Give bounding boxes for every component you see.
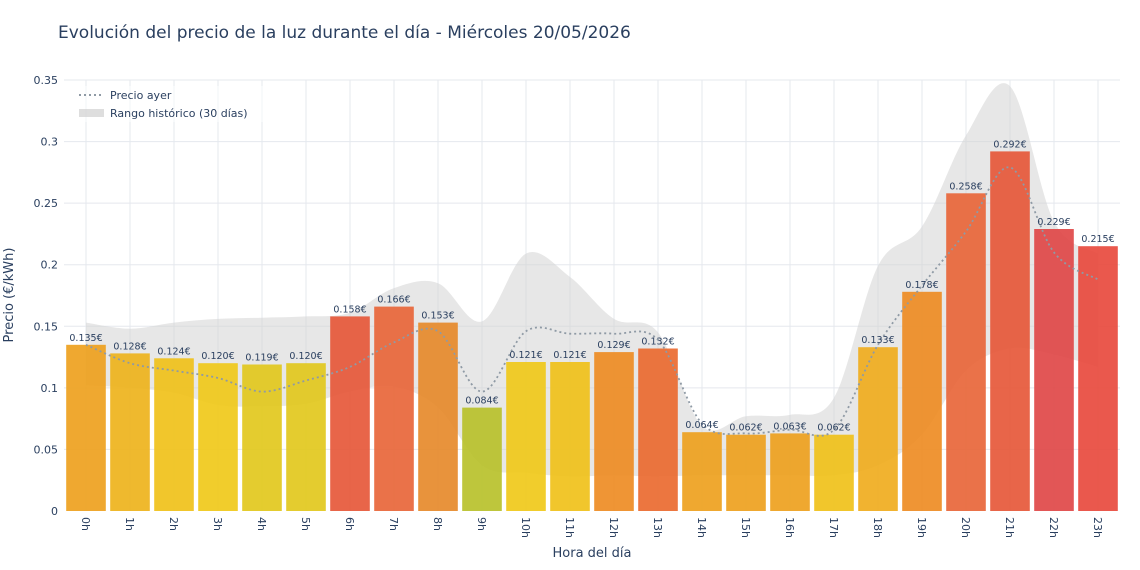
bar-label-9h: 0.084€ [465, 396, 498, 407]
x-tick-label-19h: 19h [915, 517, 928, 538]
bar-label-21h: 0.292€ [993, 139, 1026, 150]
x-tick-label-1h: 1h [123, 517, 136, 531]
axes: 0 0.05 0.1 0.15 0.2 0.25 0.3 0.35 0h 1h 2h 3h 4h 5h 6h… [34, 74, 1105, 538]
bar-label-5h: 0.120€ [289, 351, 322, 362]
x-tick-label-16h: 16h [783, 517, 796, 538]
x-tick-label-9h: 9h [475, 517, 488, 531]
y-axis-title: Precio (€/kWh) [2, 248, 17, 343]
bar-6h [330, 316, 370, 511]
x-tick-label-12h: 12h [607, 517, 620, 538]
y-tick-label: 0.2 [41, 259, 59, 272]
bar-16h [770, 433, 810, 511]
bar-15h [726, 434, 766, 511]
legend-background [76, 86, 264, 122]
x-tick-label-15h: 15h [739, 517, 752, 538]
bar-label-4h: 0.119€ [245, 353, 278, 364]
bar-label-19h: 0.178€ [905, 280, 938, 291]
legend-band-swatch [79, 109, 104, 117]
bar-label-0h: 0.135€ [69, 333, 102, 344]
x-tick-label-20h: 20h [959, 517, 972, 538]
x-tick-label-13h: 13h [651, 517, 664, 538]
x-tick-label-18h: 18h [871, 517, 884, 538]
legend-item-precio-ayer: Precio ayer [110, 89, 172, 102]
bar-18h [858, 347, 898, 511]
bar-label-8h: 0.153€ [421, 311, 454, 322]
x-tick-label-23h: 23h [1091, 517, 1104, 538]
bar-8h [418, 322, 458, 511]
bar-9h [462, 407, 502, 511]
x-tick-label-11h: 11h [563, 517, 576, 538]
bar-3h [198, 363, 238, 511]
bar-label-13h: 0.132€ [641, 337, 674, 348]
y-tick-label: 0.25 [34, 197, 59, 210]
x-tick-label-0h: 0h [79, 517, 92, 531]
bar-label-16h: 0.063€ [773, 421, 806, 432]
bar-7h [374, 306, 414, 511]
bar-label-1h: 0.128€ [113, 341, 146, 352]
legend-item-rango-historico: Rango histórico (30 días) [110, 107, 248, 120]
bar-label-10h: 0.121€ [509, 350, 542, 361]
x-tick-label-2h: 2h [167, 517, 180, 531]
bar-label-18h: 0.133€ [861, 335, 894, 346]
x-tick-label-7h: 7h [387, 517, 400, 531]
x-tick-label-6h: 6h [343, 517, 356, 531]
bar-label-11h: 0.121€ [553, 350, 586, 361]
bar-label-23h: 0.215€ [1081, 234, 1114, 245]
bar-label-14h: 0.064€ [685, 420, 718, 431]
x-tick-label-17h: 17h [827, 517, 840, 538]
x-tick-label-3h: 3h [211, 517, 224, 531]
bar-21h [990, 151, 1030, 511]
bar-labels: 0.135€ 0.128€ 0.124€ 0.120€ 0.119€ 0.120€ 0.15… [69, 139, 1114, 433]
x-tick-label-22h: 22h [1047, 517, 1060, 538]
bar-17h [814, 434, 854, 511]
bar-2h [154, 358, 194, 511]
bar-0h [66, 344, 106, 511]
y-tick-label: 0.35 [34, 74, 59, 87]
yesterday-line [85, 166, 1099, 437]
yesterday-price-line [85, 166, 1099, 437]
y-tick-label: 0.1 [41, 382, 59, 395]
bar-label-15h: 0.062€ [729, 423, 762, 434]
x-axis-title: Hora del día [553, 546, 632, 561]
bar-label-7h: 0.166€ [377, 295, 410, 306]
bar-label-3h: 0.120€ [201, 351, 234, 362]
x-tick-label-14h: 14h [695, 517, 708, 538]
bar-label-12h: 0.129€ [597, 340, 630, 351]
x-tick-label-4h: 4h [255, 517, 268, 531]
y-tick-label: 0.05 [34, 443, 59, 456]
bar-14h [682, 432, 722, 511]
x-tick-label-5h: 5h [299, 517, 312, 531]
bar-label-2h: 0.124€ [157, 346, 190, 357]
bar-13h [638, 348, 678, 511]
x-tick-label-10h: 10h [519, 517, 532, 538]
bars [66, 151, 1118, 512]
bar-22h [1034, 229, 1074, 511]
y-tick-label: 0 [51, 505, 58, 518]
bar-4h [242, 364, 282, 511]
bar-19h [902, 291, 942, 511]
bar-label-17h: 0.062€ [817, 423, 850, 434]
bar-1h [110, 353, 150, 511]
bar-20h [946, 193, 986, 512]
legend: Precio ayer Rango histórico (30 días) [76, 86, 264, 122]
y-tick-label: 0.15 [34, 320, 59, 333]
bar-5h [286, 363, 326, 511]
y-tick-label: 0.3 [41, 136, 59, 149]
bar-10h [506, 362, 546, 511]
bar-label-6h: 0.158€ [333, 304, 366, 315]
bar-11h [550, 362, 590, 511]
bar-23h [1078, 246, 1118, 511]
bar-label-20h: 0.258€ [949, 181, 982, 192]
chart-title: Evolución del precio de la luz durante e… [58, 23, 631, 43]
bar-12h [594, 352, 634, 511]
x-tick-label-8h: 8h [431, 517, 444, 531]
x-tick-label-21h: 21h [1003, 517, 1016, 538]
bar-label-22h: 0.229€ [1037, 217, 1070, 228]
